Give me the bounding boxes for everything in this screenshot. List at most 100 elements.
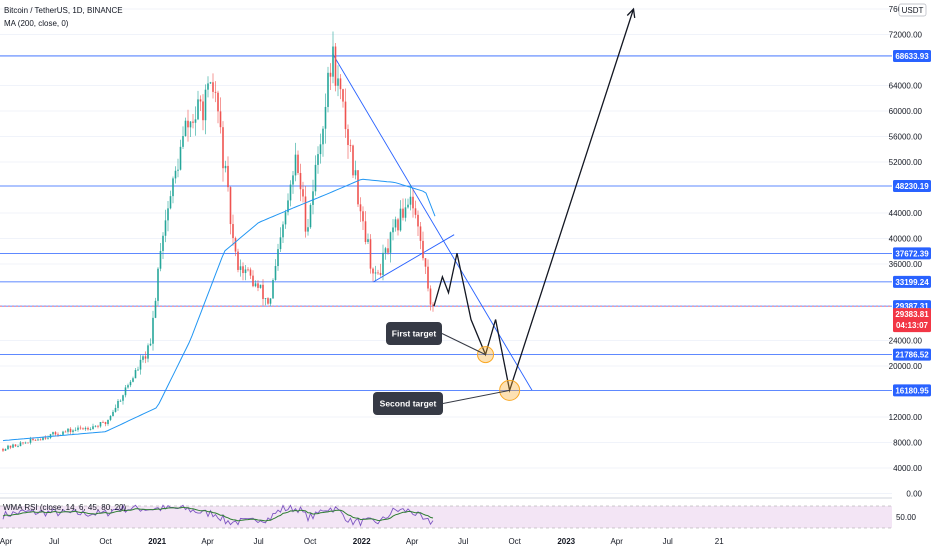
candle-body: [269, 298, 272, 304]
candle-body: [29, 438, 32, 443]
symbol-legend[interactable]: Bitcoin / TetherUS, 1D, BINANCE: [4, 6, 123, 15]
price-tick: 36000.00: [889, 260, 923, 269]
rsi-series: [2, 504, 434, 527]
candle-body: [262, 284, 264, 299]
candle-body: [382, 252, 384, 275]
price-tick: 56000.00: [889, 133, 923, 142]
candle-body: [404, 207, 407, 218]
candle-body: [412, 196, 414, 209]
candle-body: [122, 395, 124, 401]
candle-body: [177, 169, 179, 171]
candle-body: [157, 268, 159, 301]
price-tick: 0.00: [906, 490, 922, 499]
price-tick: 72000.00: [889, 31, 923, 40]
time-tick: Jul: [458, 537, 468, 546]
candle-body: [142, 356, 144, 360]
candlestick-series: [2, 31, 434, 453]
candle-body: [219, 111, 222, 128]
candle-body: [379, 272, 382, 275]
candle-body: [84, 427, 87, 430]
candle-body: [234, 238, 237, 252]
rsi-legend[interactable]: WMA RSI (close, 14, 6, 45, 80, 20): [3, 503, 127, 512]
price-tick: 44000.00: [889, 209, 923, 218]
candle-body: [374, 272, 377, 274]
time-tick: Apr: [610, 537, 623, 546]
candle-body: [64, 431, 67, 433]
candle-body: [147, 345, 149, 359]
price-tick: 12000.00: [889, 413, 923, 422]
candle-body: [427, 266, 429, 289]
candle-body: [109, 415, 112, 420]
price-axis[interactable]: 76000.0072000.0064000.0060000.0056000.00…: [889, 5, 923, 522]
rsi-band-fill: [0, 506, 892, 528]
candle-body: [167, 208, 169, 221]
candle-body: [322, 128, 324, 145]
price-axis-background: [892, 0, 932, 550]
candle-body: [259, 284, 262, 288]
time-tick: Oct: [304, 537, 317, 546]
candle-body: [24, 442, 27, 444]
candle-body: [314, 164, 317, 192]
price-tick: 8000.00: [893, 439, 922, 448]
candle-body: [317, 154, 319, 165]
candle-body: [87, 427, 89, 430]
candle-body: [197, 99, 199, 120]
candle-body: [82, 428, 84, 430]
time-tick: 2021: [148, 537, 166, 546]
candle-body: [417, 214, 419, 227]
candle-body: [254, 283, 257, 287]
time-tick: 2023: [557, 537, 575, 546]
candle-body: [92, 426, 94, 430]
candle-body: [329, 72, 332, 77]
candle-body: [244, 269, 247, 274]
candle-body: [307, 227, 309, 232]
level-badge-text: 29387.31: [895, 302, 929, 311]
candle-body: [137, 369, 139, 371]
ma-legend[interactable]: MA (200, close, 0): [4, 19, 69, 28]
candle-body: [429, 288, 432, 305]
candle-body: [99, 422, 102, 427]
candle-body: [54, 432, 57, 435]
candle-body: [384, 248, 387, 253]
callout-pointer: [442, 389, 510, 404]
candle-body: [352, 145, 354, 176]
candle-body: [9, 445, 12, 448]
price-tick: 40000.00: [889, 235, 923, 244]
time-tick: 2022: [353, 537, 371, 546]
candle-body: [364, 221, 367, 242]
candle-body: [339, 78, 342, 90]
candle-body: [72, 430, 74, 432]
candle-body: [239, 266, 242, 270]
candle-body: [367, 239, 369, 242]
chart-grid: [0, 8, 892, 494]
time-tick: Jul: [253, 537, 263, 546]
candle-body: [292, 175, 294, 185]
candle-body: [19, 442, 22, 447]
candle-body: [389, 232, 392, 253]
candle-body: [347, 129, 349, 146]
candle-body: [422, 240, 424, 259]
candle-body: [242, 266, 244, 274]
candle-body: [57, 434, 59, 436]
candle-body: [169, 196, 172, 209]
candle-body: [94, 425, 97, 427]
candle-body: [212, 82, 214, 92]
candle-body: [407, 204, 409, 208]
projection-line: [433, 8, 635, 393]
candle-body: [414, 208, 417, 215]
candle-body: [2, 448, 4, 451]
candle-body: [127, 385, 129, 388]
price-tick: 24000.00: [889, 337, 923, 346]
candle-body: [154, 300, 157, 318]
candle-body: [252, 275, 254, 287]
candle-body: [149, 343, 152, 346]
candle-body: [209, 82, 212, 84]
rsi-tick: 50.00: [896, 513, 917, 522]
projection-arrowhead: [626, 7, 636, 19]
candle-body: [297, 154, 299, 174]
candle-body: [284, 212, 287, 225]
time-axis[interactable]: Apr Jul Oct 2021 Apr Jul Oct 2022 Apr Jul Oct 2023 A…: [0, 537, 724, 546]
candle-body: [44, 437, 47, 439]
candle-body: [272, 279, 274, 299]
